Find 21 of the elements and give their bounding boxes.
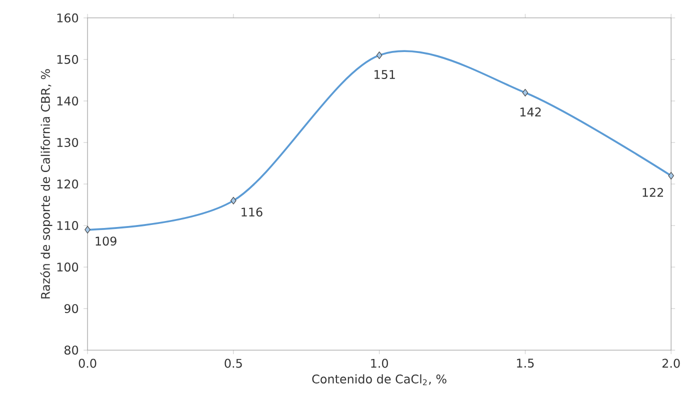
y-tick-label: 110 bbox=[57, 221, 78, 230]
y-tick-label: 90 bbox=[64, 304, 78, 314]
y-axis-title: Razón de soporte de California CBR, % bbox=[40, 69, 52, 298]
x-tick-label: 0.0 bbox=[78, 358, 96, 368]
y-tick-label: 80 bbox=[64, 346, 78, 355]
data-label: 142 bbox=[520, 108, 541, 116]
y-tick-label: 100 bbox=[57, 262, 78, 272]
y-tick-label: 160 bbox=[57, 13, 78, 22]
data-label: 122 bbox=[642, 188, 664, 197]
y-tick-label: 130 bbox=[57, 138, 78, 148]
data-label: 116 bbox=[242, 208, 262, 217]
y-tick-label: 150 bbox=[57, 54, 78, 64]
x-tick-label: 2.0 bbox=[662, 358, 680, 368]
x-tick-label: 1.5 bbox=[517, 358, 534, 368]
x-tick-label: 0.5 bbox=[224, 358, 242, 368]
y-tick-label: 140 bbox=[57, 96, 78, 106]
y-tick-label: 120 bbox=[57, 180, 78, 189]
data-label: 151 bbox=[374, 70, 395, 80]
data-label: 109 bbox=[96, 236, 116, 246]
x-tick-label: 1.0 bbox=[371, 358, 388, 368]
x-axis-title: Contenido de CaCl$_{2}$, % bbox=[312, 374, 446, 386]
